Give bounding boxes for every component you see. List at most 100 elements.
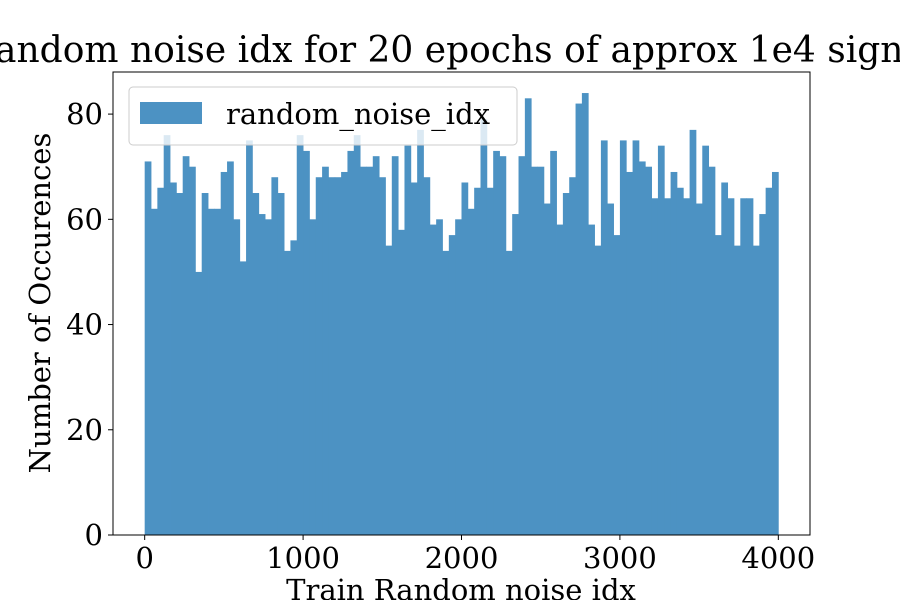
histogram-bar — [151, 208, 158, 535]
histogram-bar — [695, 203, 703, 535]
histogram-bar — [391, 156, 399, 535]
histogram-bar — [322, 166, 329, 536]
histogram-bar — [417, 129, 424, 535]
histogram-bar — [170, 182, 177, 535]
histogram-bar — [195, 271, 203, 535]
histogram-bar — [309, 219, 317, 535]
histogram-bar — [702, 145, 710, 535]
histogram-bar — [607, 203, 614, 535]
histogram-bar — [385, 245, 393, 535]
histogram-bar — [290, 240, 298, 535]
histogram-bar — [366, 166, 374, 536]
histogram-bar — [670, 171, 678, 535]
histogram-bar — [733, 245, 741, 535]
histogram-bar — [714, 235, 722, 535]
y-tick-label: 40 — [66, 308, 103, 342]
histogram-bar — [246, 140, 253, 536]
histogram-bar — [182, 156, 190, 535]
y-axis-ticks: 0 20 40 60 80 — [66, 97, 113, 552]
histogram-bar — [651, 198, 659, 536]
histogram-bar — [771, 171, 779, 535]
histogram-bar — [233, 219, 241, 535]
histogram-bar — [537, 166, 545, 536]
histogram-bar — [404, 145, 412, 535]
histogram-bar — [157, 187, 165, 535]
histogram-bar — [689, 129, 697, 535]
histogram-bar — [657, 145, 665, 535]
histogram-bar — [315, 177, 323, 535]
histogram-bar — [265, 219, 272, 535]
legend-swatch — [140, 102, 202, 124]
histogram-bar — [347, 150, 355, 535]
histogram-bar — [683, 198, 691, 536]
histogram-bar — [493, 150, 500, 535]
histogram-bar — [379, 177, 386, 535]
histogram-bar — [341, 171, 348, 535]
histogram-bar — [594, 245, 602, 535]
x-axis-ticks: 0 1000 2000 3000 4000 — [135, 535, 815, 575]
histogram-bar — [328, 177, 336, 535]
y-axis-label: Number of Occurences — [23, 133, 57, 474]
histogram-bar — [163, 135, 171, 536]
y-tick-label: 80 — [66, 97, 103, 131]
histogram-bar — [727, 198, 735, 536]
histogram-bar — [543, 203, 551, 535]
histogram-bar — [303, 150, 310, 535]
histogram-bar — [524, 98, 532, 535]
histogram-bar — [176, 193, 184, 536]
histogram-bar — [765, 187, 773, 535]
histogram-bar — [252, 193, 260, 536]
histogram-bar — [189, 166, 196, 536]
histogram-bar — [214, 208, 222, 535]
x-tick-label: 4000 — [741, 541, 815, 575]
histogram-bar — [664, 198, 671, 536]
histogram-bar — [429, 224, 437, 536]
histogram-bar — [486, 187, 494, 535]
histogram-bar — [208, 208, 215, 535]
bars-group — [144, 93, 779, 536]
x-tick-label: 1000 — [266, 541, 340, 575]
histogram-bar — [360, 166, 367, 536]
histogram-bar — [752, 245, 760, 535]
histogram-bar — [581, 93, 589, 535]
histogram-bar — [600, 140, 608, 536]
histogram-bar — [467, 208, 475, 535]
histogram-bar — [277, 193, 285, 536]
histogram-bar — [271, 177, 279, 535]
x-tick-label: 2000 — [425, 541, 499, 575]
histogram-bar — [398, 229, 405, 535]
legend-box — [128, 86, 518, 146]
legend-label: random_noise_idx — [226, 97, 490, 132]
histogram-bar — [531, 166, 538, 536]
histogram-bar — [588, 224, 595, 536]
histogram-bar — [239, 261, 247, 535]
histogram-bar — [740, 198, 748, 536]
y-tick-label: 60 — [66, 202, 103, 236]
histogram-bar — [334, 177, 342, 535]
histogram-bar — [632, 140, 640, 536]
histogram-bar — [144, 161, 152, 535]
histogram-bar — [556, 224, 564, 536]
histogram-bar — [613, 235, 621, 535]
histogram-bar — [575, 103, 583, 536]
histogram-bar — [410, 182, 418, 535]
histogram-bar — [746, 198, 754, 536]
histogram-bar — [448, 235, 456, 535]
histogram-bar — [436, 219, 443, 535]
histogram-bar — [619, 140, 627, 536]
histogram-bar — [201, 193, 209, 536]
histogram-bar — [258, 214, 266, 535]
x-tick-label: 3000 — [583, 541, 657, 575]
histogram-bar — [638, 161, 646, 535]
histogram-bar — [296, 135, 304, 536]
legend: random_noise_idx — [128, 86, 518, 146]
histogram-bar — [569, 177, 576, 535]
histogram-bar — [562, 193, 570, 536]
histogram-bar — [220, 171, 228, 535]
histogram-bar — [505, 250, 513, 536]
histogram-bar — [708, 166, 716, 536]
histogram-bar — [759, 214, 767, 535]
histogram-bar — [461, 182, 469, 535]
histogram-bar — [423, 177, 431, 535]
